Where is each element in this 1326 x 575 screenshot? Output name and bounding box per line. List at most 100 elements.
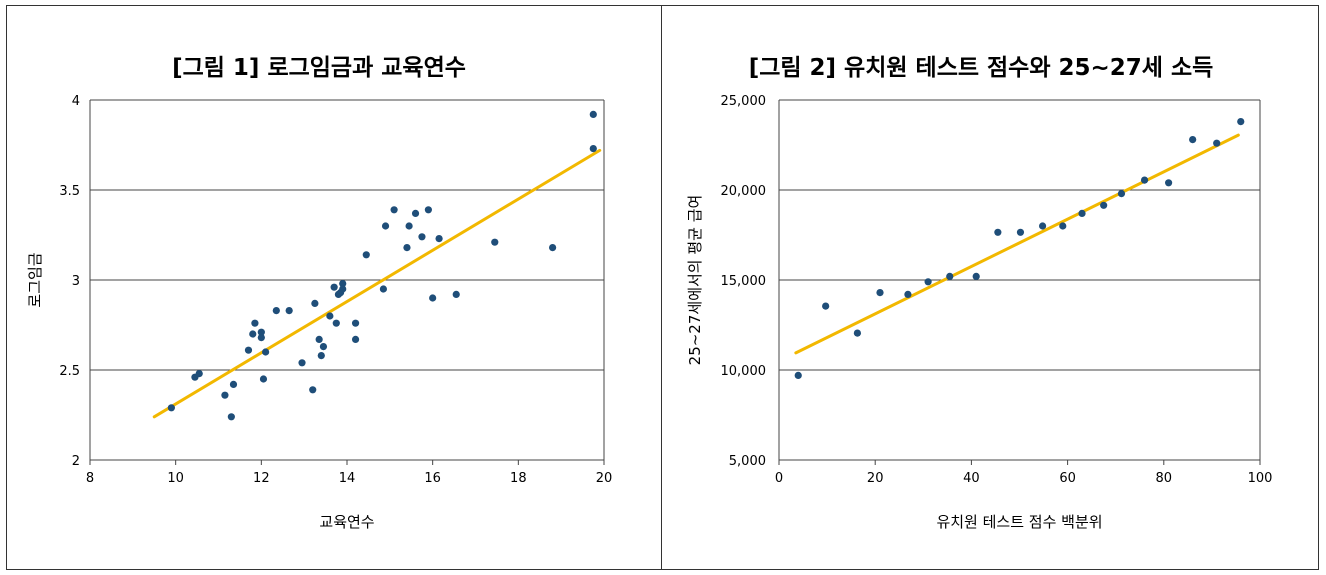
figure-frame [6,5,1319,570]
data-point [1038,222,1047,230]
data-point [794,371,802,379]
data-point [339,285,347,293]
data-point [330,283,338,291]
y-tick-label: 3.5 [59,184,80,199]
x-tick-label: 10 [167,471,184,486]
x-tick-label: 18 [510,471,527,486]
data-point [1213,139,1221,147]
data-point [351,319,360,327]
data-point [876,289,884,297]
data-point [229,380,238,388]
data-point [972,272,980,280]
data-point [904,290,912,298]
data-point [317,352,325,360]
trend-line [794,133,1240,355]
data-point [1100,201,1108,209]
y-axis-label: 25~27세에서의 평균 급여 [686,195,704,366]
data-point [390,206,398,214]
data-point [257,334,265,342]
data-point [491,238,499,246]
y-tick-label: 5,000 [729,454,766,469]
data-point [251,319,259,327]
y-tick-label: 20,000 [721,184,767,199]
data-point [257,328,265,336]
data-point [435,235,443,243]
x-tick-label: 100 [1248,471,1273,486]
x-tick-label: 80 [1156,471,1173,486]
x-tick-label: 40 [963,471,980,486]
data-point [418,233,426,241]
data-point [411,209,420,217]
data-point [272,307,280,315]
chart-title: [그림 2] 유치원 테스트 점수와 25~27세 소득 [749,55,1214,81]
data-point [298,359,306,367]
x-tick-label: 20 [596,471,613,486]
data-point [424,206,432,214]
x-axis-label: 유치원 테스트 점수 백분위 [936,513,1102,531]
x-tick-label: 0 [775,471,783,486]
trend-line [152,148,602,419]
data-point [1078,209,1086,217]
data-point [259,375,268,383]
y-tick-label: 25,000 [721,94,767,109]
data-point [1117,190,1126,198]
data-point [429,294,437,302]
data-point [405,222,413,230]
data-point [589,110,597,118]
y-tick-label: 4 [72,94,80,109]
y-tick-label: 2 [72,454,80,469]
data-point [244,346,253,354]
x-tick-label: 14 [339,471,356,486]
data-point [403,244,411,252]
data-point [309,386,317,394]
data-point [379,285,388,293]
data-point [946,272,954,280]
y-tick-label: 2.5 [59,364,80,379]
data-point [1165,179,1173,187]
x-tick-label: 60 [1059,471,1076,486]
data-point [381,222,390,230]
data-point [1140,176,1149,184]
data-point [195,370,203,378]
data-point [1237,118,1245,126]
data-point [1189,136,1197,144]
x-tick-label: 16 [424,471,441,486]
data-point [326,312,334,320]
chart-2-svg: [그림 2] 유치원 테스트 점수와 25~27세 소득 5,000 10,000 1… [686,55,1273,531]
data-point [319,343,328,351]
x-tick-label: 12 [253,471,270,486]
data-point [589,145,597,153]
y-tick-label: 3 [72,274,80,289]
chart-1-svg: [그림 1] 로그임금과 교육연수 2 2.5 3 3.5 4 8 10 12 14 16 18 20 교… [26,55,613,531]
chart-panel-1: [그림 1] 로그임금과 교육연수 2 2.5 3 3.5 4 8 10 12 14 16 18 20 교… [6,5,661,570]
data-point [311,299,319,307]
data-point [924,278,932,286]
x-axis-label: 교육연수 [319,513,374,531]
data-point [285,307,293,315]
data-point [1059,222,1067,230]
x-tick-label: 8 [86,471,94,486]
data-point [1016,228,1025,236]
data-point [362,251,370,259]
panel-divider [661,5,662,570]
data-point [262,348,270,356]
chart-panel-2: [그림 2] 유치원 테스트 점수와 25~27세 소득 5,000 10,000 1… [662,5,1319,570]
data-point [227,413,235,421]
y-tick-label: 10,000 [721,364,767,379]
data-point [221,391,229,399]
data-point [315,335,323,343]
data-point [249,330,257,338]
data-point [167,404,175,412]
y-tick-label: 15,000 [721,274,767,289]
x-tick-label: 20 [867,471,884,486]
data-point [822,302,830,310]
data-point [549,244,557,252]
y-axis-label: 로그임금 [26,252,44,307]
data-point [339,280,347,288]
data-point [853,329,862,337]
data-point [351,335,360,343]
data-point [332,319,340,327]
data-point [994,228,1002,236]
chart-title: [그림 1] 로그임금과 교육연수 [172,55,466,81]
data-point [452,290,460,298]
